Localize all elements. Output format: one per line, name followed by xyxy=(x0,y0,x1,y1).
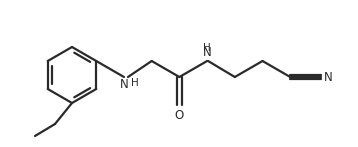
Text: N: N xyxy=(120,78,128,91)
Text: H: H xyxy=(203,43,211,53)
Text: N: N xyxy=(203,46,212,59)
Text: O: O xyxy=(175,109,184,122)
Text: H: H xyxy=(131,78,139,88)
Text: N: N xyxy=(324,71,332,83)
